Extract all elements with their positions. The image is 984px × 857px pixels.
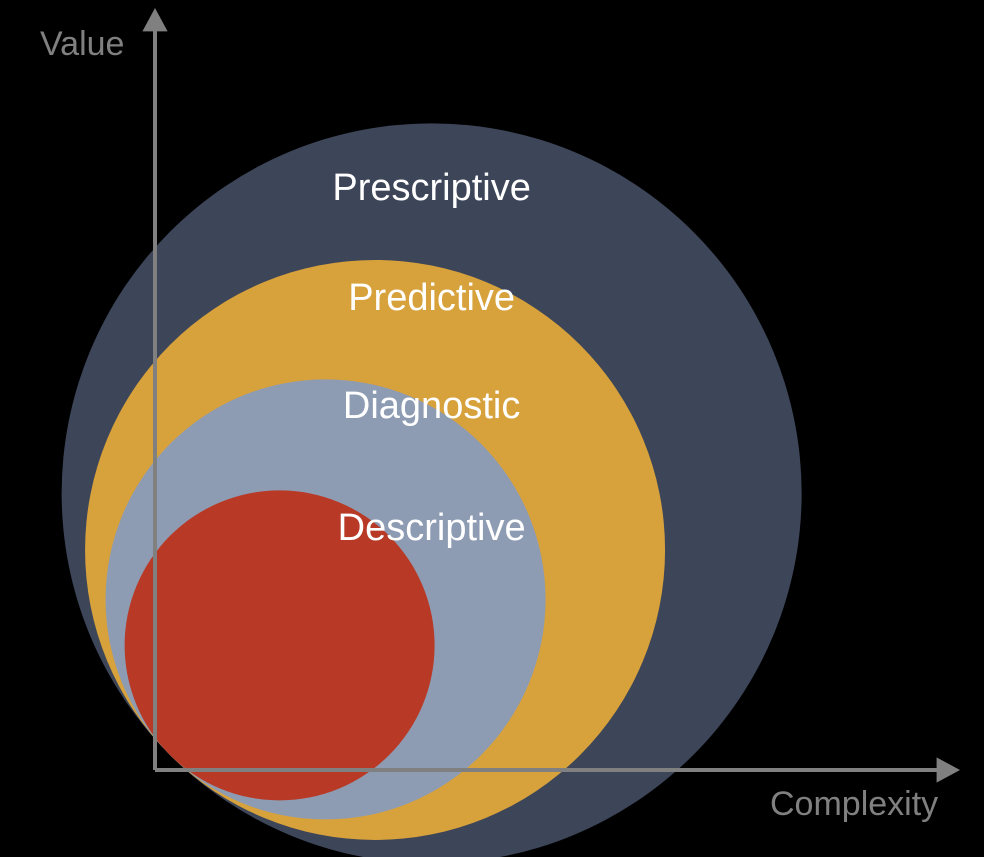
- label-predictive: Predictive: [348, 277, 515, 319]
- y-axis-label: Value: [40, 25, 124, 63]
- analytics-maturity-diagram: Prescriptive Predictive Diagnostic Descript…: [0, 0, 984, 857]
- label-descriptive: Descriptive: [338, 507, 526, 549]
- nested-circles: [62, 123, 802, 857]
- label-diagnostic: Diagnostic: [343, 385, 520, 427]
- x-axis-label: Complexity: [770, 785, 938, 823]
- label-prescriptive: Prescriptive: [332, 167, 531, 209]
